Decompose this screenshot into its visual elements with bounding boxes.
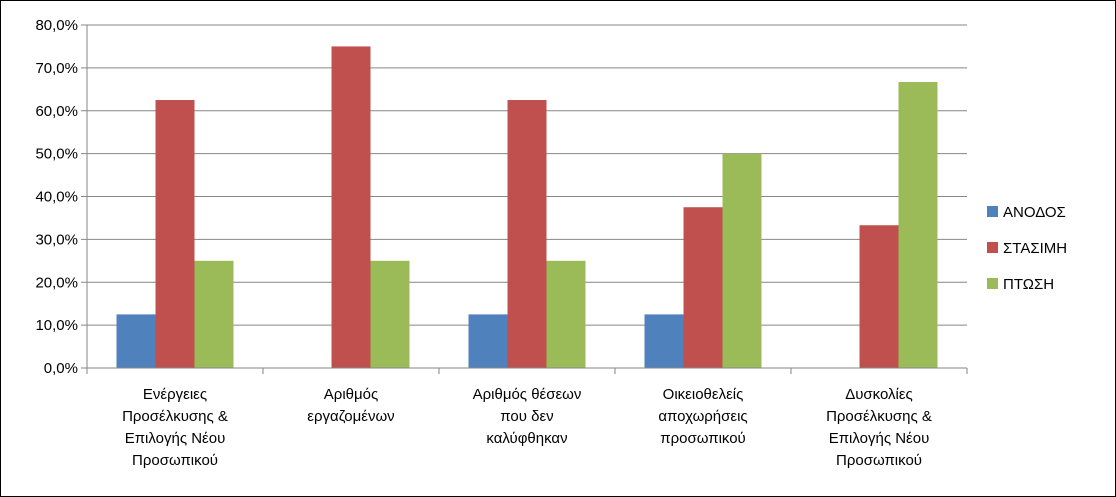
bar-stasimi <box>507 100 547 368</box>
bar-stasimi <box>331 46 371 368</box>
bar-ptosi <box>546 260 586 368</box>
bar-anodos <box>644 314 684 368</box>
y-tick-labels: 0,0% 10,0% 20,0% 30,0% 40,0% 50,0% 60,0% 70,0% 8… <box>35 17 78 377</box>
bar-stasimi <box>859 225 899 368</box>
legend-swatch <box>987 242 998 253</box>
bar-stasimi <box>683 207 723 368</box>
legend-swatch <box>987 278 998 289</box>
y-tick-label: 30,0% <box>35 231 78 248</box>
x-tick-label: Αριθμός θέσεων που δεν καλύφθηκαν <box>473 386 582 447</box>
y-tick-label: 80,0% <box>35 17 78 34</box>
bar-ptosi <box>194 260 234 368</box>
bar-ptosi <box>370 260 410 368</box>
bar-ptosi <box>898 82 938 369</box>
y-tick-label: 60,0% <box>35 103 78 120</box>
x-tick-labels: Ενέργειες Προσέλκυσης & Επιλογής Νέου Προσω… <box>122 386 932 469</box>
axes <box>81 24 968 374</box>
bars <box>116 46 938 369</box>
y-tick-label: 20,0% <box>35 274 78 291</box>
legend-swatch <box>987 206 998 217</box>
bar-stasimi <box>155 100 195 368</box>
legend-label: ΑΝΟΔΟΣ <box>1003 204 1066 221</box>
x-tick-label: Ενέργειες Προσέλκυσης & Επιλογής Νέου Προσω… <box>122 386 228 469</box>
bar-anodos <box>468 314 508 368</box>
x-tick-label: Οικειοθελείς αποχωρήσεις προσωπικού <box>658 386 747 447</box>
legend-label: ΠΤΩΣΗ <box>1003 276 1054 293</box>
legend: ΑΝΟΔΟΣ ΣΤΑΣΙΜΗ ΠΤΩΣΗ <box>987 204 1067 293</box>
x-tick-label: Αριθμός εργαζομένων <box>307 386 394 425</box>
bar-anodos <box>116 314 156 368</box>
y-tick-label: 50,0% <box>35 146 78 163</box>
legend-label: ΣΤΑΣΙΜΗ <box>1003 240 1067 257</box>
x-tick-label: Δυσκολίες Προσέλκυσης & Επιλογής Νέου Προσω… <box>826 386 932 469</box>
bar-ptosi <box>722 153 762 368</box>
y-tick-label: 40,0% <box>35 189 78 206</box>
y-tick-label: 70,0% <box>35 60 78 77</box>
y-tick-label: 10,0% <box>35 317 78 334</box>
y-tick-label: 0,0% <box>44 360 78 377</box>
